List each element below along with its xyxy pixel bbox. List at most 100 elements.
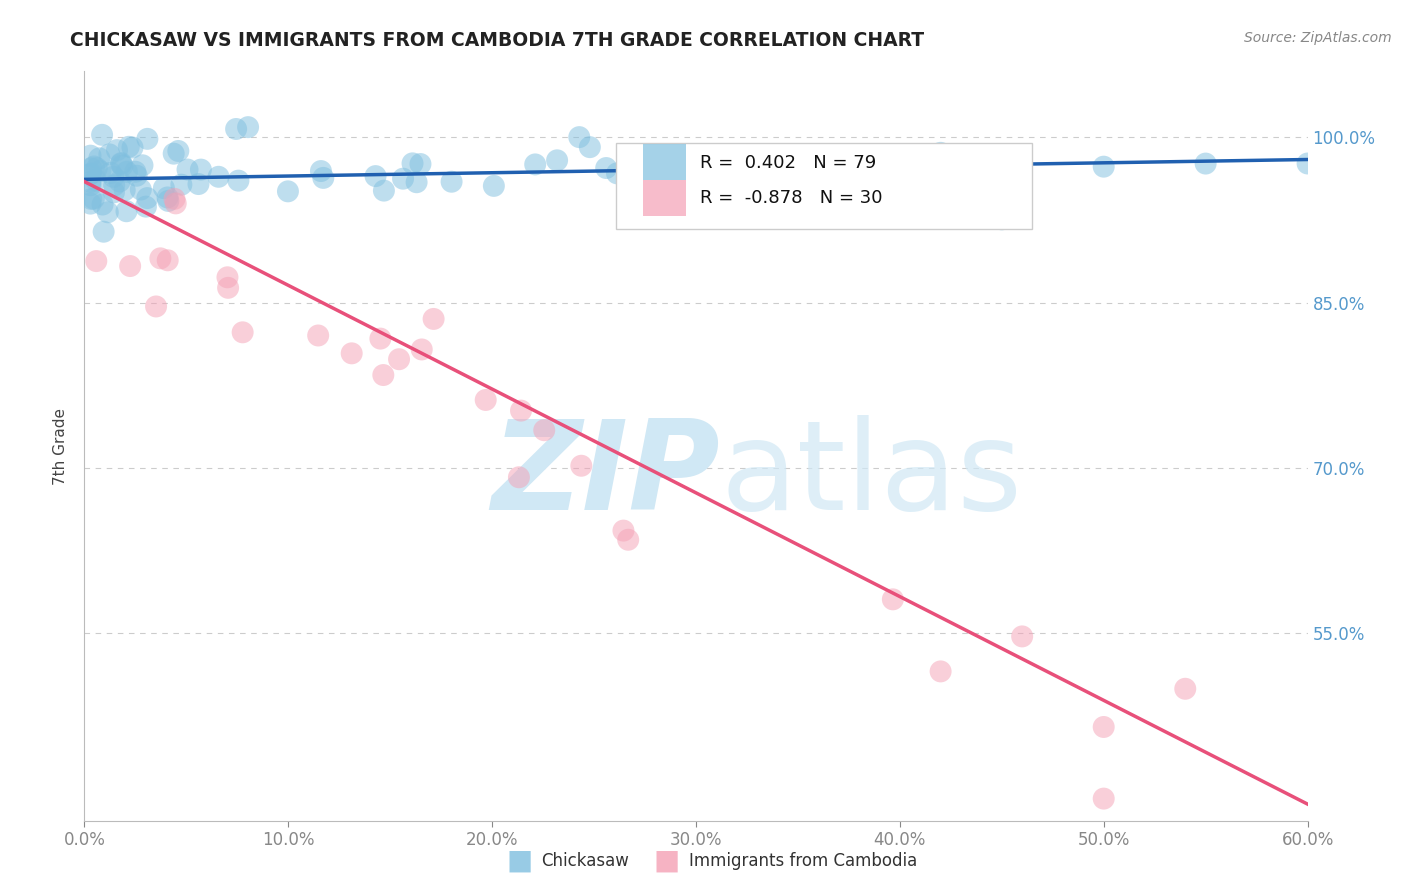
Point: [1195, 156, 1218, 170]
Text: ■: ■: [506, 847, 533, 875]
Point: [392, 171, 415, 186]
Point: [411, 343, 433, 357]
Point: [373, 184, 395, 198]
Point: [991, 212, 1014, 227]
Text: Immigrants from Cambodia: Immigrants from Cambodia: [689, 852, 917, 870]
Point: [97, 205, 120, 219]
Point: [228, 174, 250, 188]
Point: [84, 173, 107, 187]
Point: [277, 185, 299, 199]
Point: [617, 533, 640, 547]
Point: [1092, 720, 1115, 734]
Point: [83, 160, 105, 174]
Point: [929, 665, 952, 679]
Point: [388, 352, 411, 367]
Point: [131, 158, 153, 172]
Point: [524, 157, 547, 171]
Point: [108, 174, 131, 188]
Point: [80, 161, 103, 176]
Point: [121, 140, 143, 154]
Point: [93, 225, 115, 239]
Text: R =  -0.878   N = 30: R = -0.878 N = 30: [700, 189, 882, 208]
Point: [163, 146, 186, 161]
Point: [124, 165, 146, 179]
FancyBboxPatch shape: [644, 144, 686, 180]
Point: [110, 157, 132, 171]
Point: [157, 194, 180, 208]
Point: [79, 175, 101, 189]
Point: [569, 458, 592, 473]
Point: [156, 253, 179, 268]
Point: [232, 326, 254, 340]
Point: [364, 169, 387, 183]
Text: atlas: atlas: [720, 416, 1022, 536]
FancyBboxPatch shape: [616, 143, 1032, 228]
Point: [225, 122, 247, 136]
Point: [482, 178, 505, 193]
Y-axis label: 7th Grade: 7th Grade: [53, 408, 69, 484]
Point: [79, 149, 101, 163]
Point: [136, 191, 159, 205]
Point: [409, 157, 432, 171]
Point: [91, 197, 114, 211]
Point: [1296, 156, 1319, 170]
Point: [848, 172, 870, 186]
Point: [1092, 791, 1115, 805]
Point: [422, 312, 444, 326]
Point: [103, 178, 125, 193]
Point: [595, 161, 617, 175]
Point: [83, 192, 105, 206]
Point: [187, 177, 209, 191]
Point: [373, 368, 395, 382]
Point: [103, 169, 125, 184]
Point: [510, 403, 533, 417]
Point: [1092, 160, 1115, 174]
Point: [217, 281, 239, 295]
Point: [79, 167, 101, 181]
Point: [612, 524, 634, 538]
Point: [125, 169, 148, 183]
Point: [889, 148, 911, 162]
Point: [546, 153, 568, 168]
Point: [787, 161, 810, 176]
Point: [98, 147, 121, 161]
Text: CHICKASAW VS IMMIGRANTS FROM CAMBODIA 7TH GRADE CORRELATION CHART: CHICKASAW VS IMMIGRANTS FROM CAMBODIA 7T…: [70, 31, 924, 50]
Point: [474, 392, 496, 407]
Point: [405, 175, 427, 189]
Point: [440, 175, 463, 189]
Point: [115, 204, 138, 219]
Point: [79, 167, 101, 181]
Point: [725, 158, 748, 172]
Point: [91, 128, 114, 142]
Point: [207, 169, 229, 184]
Point: [165, 196, 187, 211]
Point: [149, 252, 172, 266]
Point: [176, 162, 198, 177]
Point: [135, 200, 157, 214]
Point: [79, 178, 101, 193]
Point: [340, 346, 363, 360]
Point: [129, 182, 152, 196]
Point: [79, 196, 101, 211]
Point: [80, 192, 103, 206]
Point: [89, 152, 111, 166]
Point: [401, 156, 423, 170]
Point: [86, 161, 108, 175]
Point: [163, 192, 186, 206]
Point: [579, 140, 602, 154]
Point: [309, 164, 332, 178]
Point: [111, 159, 134, 173]
Point: [190, 162, 212, 177]
Point: [882, 592, 904, 607]
Point: [84, 254, 107, 268]
Point: [508, 470, 530, 484]
Point: [307, 328, 329, 343]
Point: [145, 300, 167, 314]
Point: [103, 186, 125, 200]
Point: [136, 132, 159, 146]
Point: [105, 143, 128, 157]
Point: [312, 170, 335, 185]
Point: [606, 166, 628, 180]
Point: [100, 166, 122, 180]
Text: R =  0.402   N = 79: R = 0.402 N = 79: [700, 153, 876, 172]
